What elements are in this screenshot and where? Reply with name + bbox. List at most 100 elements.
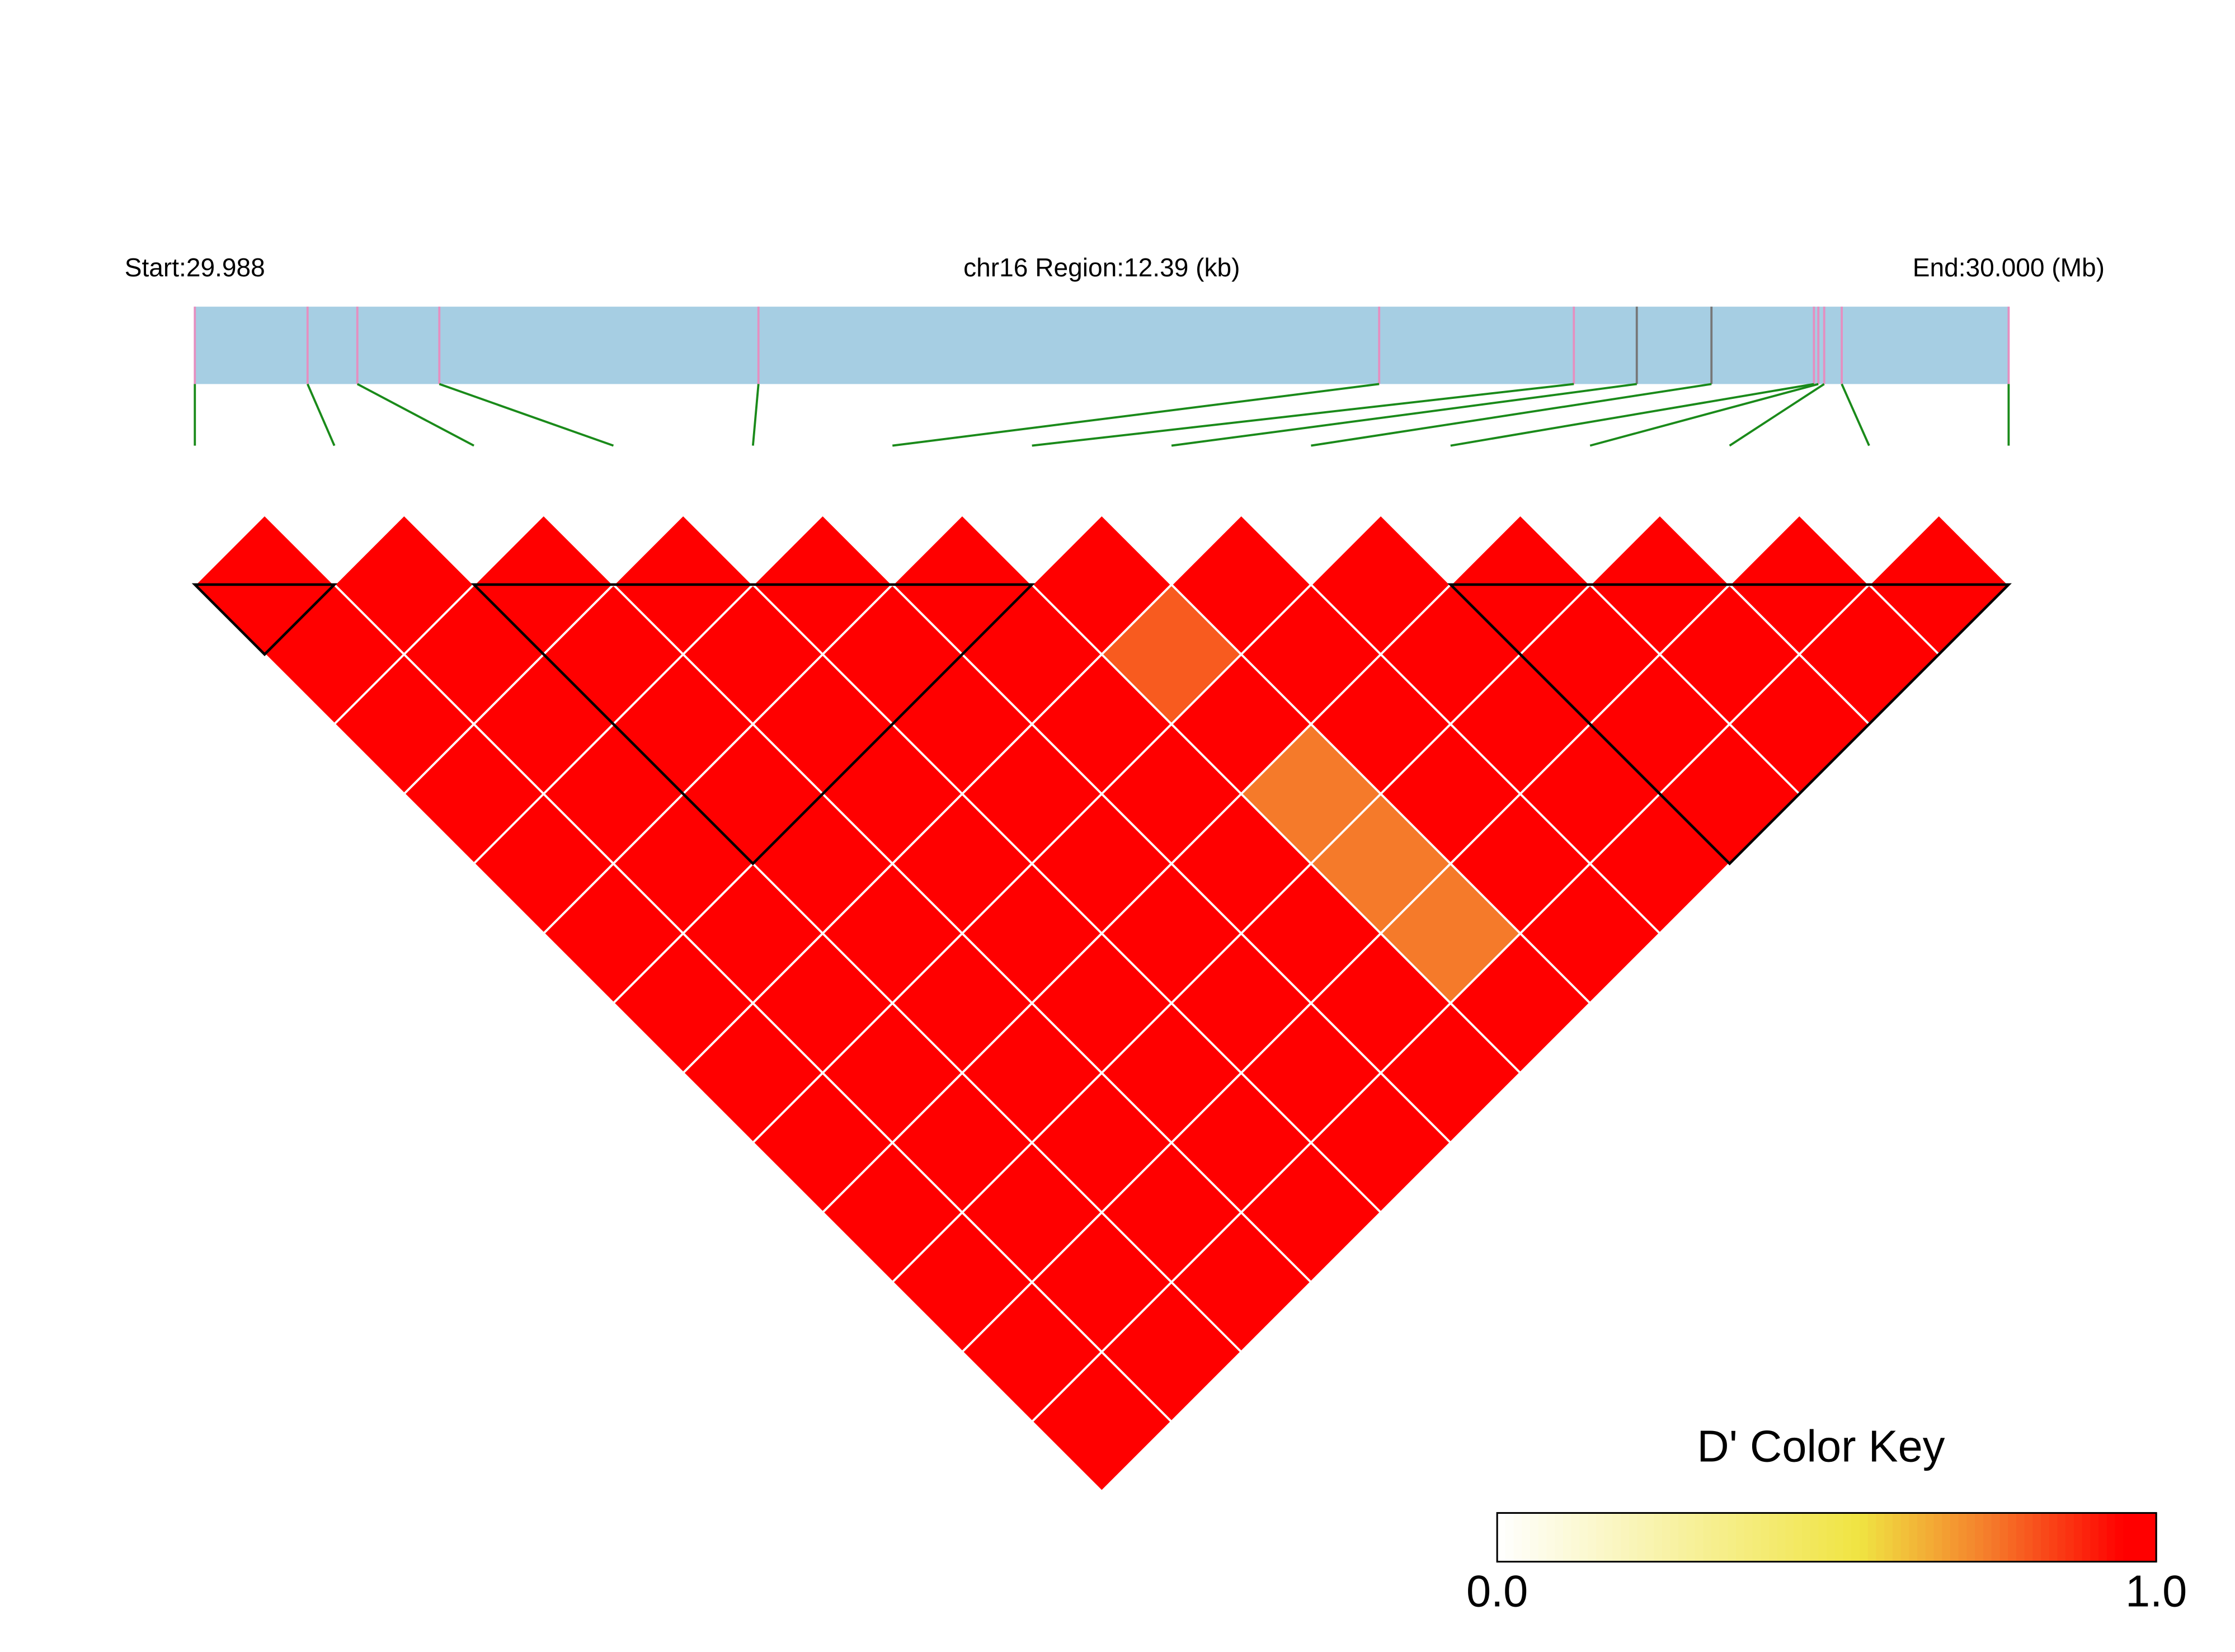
start-label: Start:29.988 [125,253,265,282]
color-key-frame [1496,1512,2157,1563]
color-key-swatch [2049,1513,2058,1562]
snp-connector [1729,383,1825,447]
color-key-swatch [1596,1513,1606,1562]
color-key-swatch [2090,1513,2100,1562]
snp-connector [1311,383,1712,447]
color-key-swatch [1662,1513,1671,1562]
snp-connector [1171,383,1637,447]
color-key-swatch [1900,1513,1910,1562]
color-key-swatch [1695,1513,1704,1562]
color-key-swatch [1892,1513,1902,1562]
color-key-swatch [1645,1513,1655,1562]
color-key-swatch [1497,1513,1507,1562]
color-key-swatch [1860,1513,1869,1562]
color-key-swatch [1958,1513,1968,1562]
color-key-swatch [1513,1513,1523,1562]
color-key-swatch [1909,1513,1918,1562]
color-key-swatch [1637,1513,1646,1562]
color-key-swatch [1769,1513,1778,1562]
color-key-swatch [2139,1513,2149,1562]
color-key-swatch [2131,1513,2141,1562]
color-key-swatch [2123,1513,2133,1562]
color-key-swatch [1612,1513,1622,1562]
color-key-swatch [1851,1513,1861,1562]
color-key-swatch [1621,1513,1630,1562]
snp-connector [751,384,760,446]
ld-block [1447,583,2012,866]
color-key-swatch [1834,1513,1845,1562]
color-key-swatch [1546,1513,1556,1562]
color-key-swatch [1991,1513,2001,1562]
color-key-swatch [2008,1513,2017,1562]
color-key-swatch [1761,1513,1770,1562]
color-key-swatch [2073,1513,2083,1562]
color-key-label: 0.0 [1466,1566,1528,1616]
color-key-swatch [2040,1513,2050,1562]
color-key-swatch [1670,1513,1679,1562]
color-key-swatch [1999,1513,2009,1562]
color-key-swatch [2098,1513,2108,1562]
color-key-swatch [1827,1513,1836,1562]
color-key-swatch [1571,1513,1580,1562]
color-key-swatch [1794,1513,1803,1562]
color-key-swatch [1966,1513,1976,1562]
color-key-swatch [1563,1513,1573,1562]
color-key-swatch [1505,1513,1515,1562]
color-key-swatch [1530,1513,1540,1562]
color-key-swatch [1579,1513,1589,1562]
color-key-swatch [1884,1513,1894,1562]
color-key-swatch [1555,1513,1564,1562]
color-key-swatch [2016,1513,2026,1562]
color-key-swatch [1629,1513,1639,1562]
color-key-swatch [1983,1513,1993,1562]
color-key-swatch [1686,1513,1696,1562]
color-key-swatch [2115,1513,2124,1562]
color-key-swatch [2106,1513,2116,1562]
color-key-swatch [1777,1513,1787,1562]
color-key-swatch [1810,1513,1819,1562]
color-key-swatch [1942,1513,1951,1562]
color-key-swatch [1728,1513,1737,1562]
color-key-swatch [1917,1513,1927,1562]
color-key-swatch [1975,1513,1984,1562]
snp-connector [1032,383,1574,447]
color-key-swatch [1818,1513,1828,1562]
color-key-swatch [1703,1513,1712,1562]
color-key-swatch [2032,1513,2042,1562]
snp-connector [1450,383,1814,447]
color-key-swatch [1925,1513,1935,1562]
color-key-swatch [1843,1513,1852,1562]
snp-connector [356,383,474,447]
ld-block [470,583,1036,866]
color-key-swatch [1752,1513,1762,1562]
color-key-swatch [1950,1513,1960,1562]
color-key-swatch [1588,1513,1597,1562]
end-label: End:30.000 (Mb) [1913,253,2105,282]
color-key-swatch [1538,1513,1548,1562]
snp-connector [439,383,614,447]
color-key-swatch [1711,1513,1721,1562]
snp-connector [1589,383,1819,447]
color-key-swatch [2024,1513,2034,1562]
color-key-swatch [1744,1513,1754,1562]
color-key-swatch [1867,1513,1878,1562]
color-key-swatch [1801,1513,1811,1562]
color-key-swatch [2082,1513,2091,1562]
region-label: chr16 Region:12.39 (kb) [963,253,1240,282]
color-key-swatch [1653,1513,1663,1562]
color-key-swatch [1604,1513,1613,1562]
region-bar [195,307,2009,384]
color-key-swatch [2065,1513,2075,1562]
color-key-swatch [1736,1513,1745,1562]
color-key-swatch [1785,1513,1795,1562]
snp-connector [1841,383,1870,446]
color-key-swatch [2057,1513,2067,1562]
ld-block [191,583,338,656]
color-key-swatch [1719,1513,1729,1562]
color-key-label: 1.0 [2125,1566,2187,1616]
color-key-title: D' Color Key [1697,1422,1945,1471]
snp-connector [892,383,1380,447]
color-key-swatch [1876,1513,1885,1562]
